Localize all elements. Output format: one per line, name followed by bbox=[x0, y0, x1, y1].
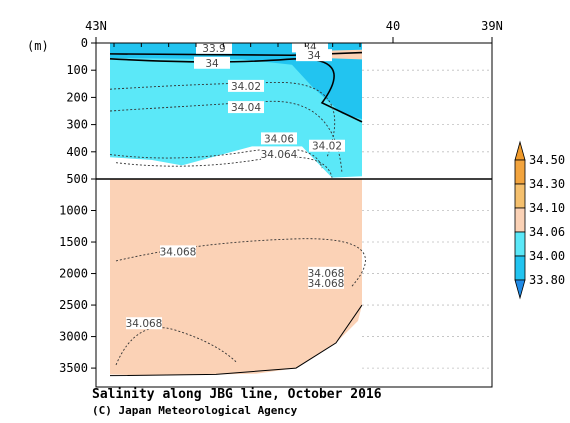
contour-label-box bbox=[194, 56, 230, 69]
colorbar-level-label: 33.80 bbox=[529, 273, 565, 287]
contour-label: 34.02 bbox=[309, 139, 345, 153]
contour-label: 34.068 bbox=[160, 245, 197, 258]
contour-label-text: 34.02 bbox=[231, 81, 261, 93]
depth-tick-label: 1000 bbox=[59, 204, 88, 218]
depth-tick-label: 300 bbox=[66, 118, 88, 132]
depth-tick-label: 3000 bbox=[59, 330, 88, 344]
contour-label-box bbox=[308, 276, 344, 289]
colorbar-level-label: 34.50 bbox=[529, 153, 565, 167]
contour-34-04-line bbox=[109, 100, 343, 174]
contour-label-text: 34 bbox=[205, 58, 219, 70]
contour-label-box bbox=[296, 49, 332, 62]
contour-label-box bbox=[261, 147, 297, 160]
colorbar-under-triangle bbox=[514, 279, 526, 300]
depth-tick-label: 500 bbox=[66, 172, 88, 186]
contour-label-text: 34.068 bbox=[308, 278, 345, 290]
contour-label: 34.06 bbox=[261, 132, 297, 145]
deep-water-region bbox=[110, 159, 362, 376]
contour-label: 34.068 bbox=[126, 317, 163, 330]
colorbar-band bbox=[514, 231, 526, 257]
contour-label-text: 34.068 bbox=[308, 268, 345, 280]
contour-34-line bbox=[109, 57, 363, 123]
contour-label-text: 34.068 bbox=[126, 318, 163, 330]
contour-label: 34.04 bbox=[228, 101, 264, 114]
contour-label-text: 34.04 bbox=[231, 102, 261, 114]
depth-unit-label: (m) bbox=[27, 39, 49, 53]
contour-label-text: 34.068 bbox=[160, 246, 197, 258]
surface-fresh-lens bbox=[110, 43, 362, 120]
latitude-axis: 43N 40 39N bbox=[85, 19, 503, 47]
contour-label: 34 bbox=[296, 49, 332, 62]
contour-label-text: 34.02 bbox=[312, 141, 342, 153]
contour-label-box bbox=[126, 317, 162, 330]
colorbar-level-label: 34.10 bbox=[529, 201, 565, 215]
contour-label-text: 34 bbox=[307, 50, 321, 62]
depth-tick-label: 2000 bbox=[59, 267, 88, 281]
latitude-tick-label: 40 bbox=[386, 19, 400, 33]
contour-34-02-line bbox=[109, 81, 336, 158]
chart-credit: (C) Japan Meteorological Agency bbox=[92, 404, 298, 417]
depth-tick-label: 0 bbox=[81, 36, 88, 50]
depth-tick-label: 200 bbox=[66, 90, 88, 104]
contour-label: 34 bbox=[194, 56, 230, 70]
colorbar-band bbox=[514, 183, 526, 209]
latitude-tick-label: 39N bbox=[481, 19, 503, 33]
depth-tick-label: 3500 bbox=[59, 361, 88, 375]
contour-label: 33.9 bbox=[196, 41, 232, 55]
contour-label-box bbox=[308, 266, 344, 279]
colorbar-over-triangle bbox=[514, 140, 526, 161]
contour-34-06-line bbox=[109, 148, 323, 169]
contour-34-068-lower-line bbox=[115, 327, 237, 366]
contour-label: 34.068 bbox=[308, 276, 345, 290]
depth-axis: 0 100 200 300 400 500 1000 1500 2000 2500 3000 3500 bbox=[59, 36, 96, 375]
depth-tick-label: 100 bbox=[66, 63, 88, 77]
contour-label-text: 33.9 bbox=[202, 43, 225, 55]
bottom-topography-line bbox=[109, 304, 363, 377]
colorbar-band bbox=[514, 207, 526, 233]
contour-label-text: 34.06 bbox=[264, 133, 294, 145]
contour-33-9-line bbox=[109, 51, 363, 57]
depth-tick-label: 400 bbox=[66, 145, 88, 159]
colorbar-level-label: 34.06 bbox=[529, 225, 565, 239]
contour-label-box bbox=[160, 245, 196, 258]
contour-label-box bbox=[261, 132, 297, 145]
depth-tick-label: 2500 bbox=[59, 298, 88, 312]
plot-border bbox=[95, 42, 493, 388]
colorbar-band bbox=[514, 255, 526, 281]
salinity-colorbar: 34.50 34.30 34.10 34.06 34.00 33.80 bbox=[514, 140, 565, 300]
contour-34-064-line bbox=[115, 156, 333, 178]
contour-label-box bbox=[228, 79, 264, 92]
chart-title: Salinity along JBG line, October 2016 bbox=[92, 387, 382, 402]
contour-label-box bbox=[228, 101, 264, 114]
colorbar-band bbox=[514, 159, 526, 185]
colorbar-level-label: 34.30 bbox=[529, 177, 565, 191]
contour-label: 34.02 bbox=[228, 79, 264, 93]
contour-labels-layer: 33.934343434.0234.0434.0634.06434.0234.0… bbox=[126, 40, 345, 330]
contour-label-box bbox=[309, 139, 345, 152]
contour-label-text: 34.064 bbox=[261, 149, 298, 161]
contour-label: 34.064 bbox=[261, 147, 298, 161]
latitude-tick-label: 43N bbox=[85, 19, 107, 33]
depth-tick-label: 1500 bbox=[59, 235, 88, 249]
contour-label: 34.068 bbox=[308, 266, 345, 280]
colorbar-level-label: 34.00 bbox=[529, 249, 565, 263]
plot-frame bbox=[95, 42, 493, 388]
